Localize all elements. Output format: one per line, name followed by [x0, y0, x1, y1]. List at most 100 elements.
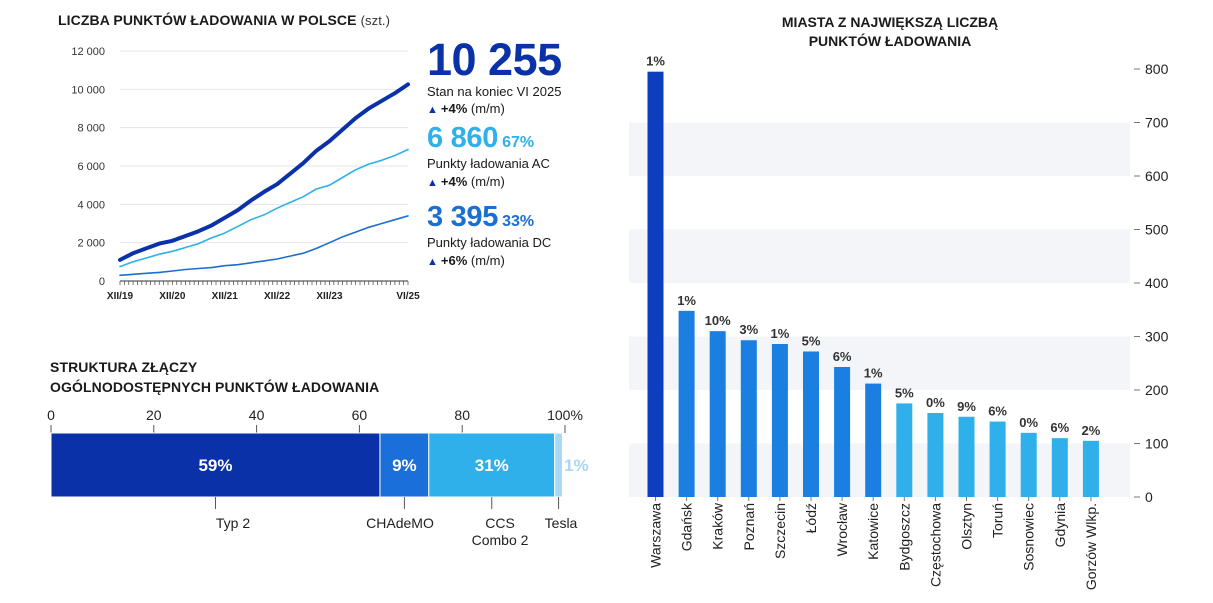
city-name-label: Olsztyn: [959, 503, 975, 550]
series-line-2: [119, 215, 409, 277]
city-name-label: Wrocław: [834, 502, 850, 556]
stack-segment: [379, 432, 430, 498]
city-bar: [803, 351, 819, 497]
city-name-label: Szczecin: [772, 503, 788, 559]
bar-chart-title: MIASTA Z NAJWIĘKSZĄ LICZBĄ PUNKTÓW ŁADOW…: [720, 13, 1060, 51]
dc-change-unit: (m/m): [470, 253, 505, 268]
series-line-1: [119, 148, 409, 268]
city-bar-label: 10%: [705, 313, 731, 328]
y-tick-label: 300: [1145, 329, 1169, 345]
city-bar: [896, 403, 913, 497]
y-tick-label: 200: [1145, 382, 1169, 398]
legend-label: CCS: [485, 515, 515, 531]
city-bar-label: 1%: [864, 366, 883, 381]
y-tick-label: 400: [1145, 275, 1169, 291]
city-bar: [834, 366, 851, 497]
stack-segment-label: 1%: [564, 456, 589, 475]
total-label: Stan na koniec VI 2025: [427, 84, 562, 99]
y-tick-label: 4 000: [77, 199, 105, 211]
total-change-unit: (m/m): [470, 101, 505, 116]
ac-value: 6 860: [427, 122, 499, 154]
y-tick-label: 12 000: [71, 46, 105, 58]
city-name-label: Warszawa: [648, 503, 664, 568]
city-bar: [678, 310, 695, 497]
city-bar-label: 0%: [1019, 415, 1038, 430]
line-chart-title: LICZBA PUNKTÓW ŁADOWANIA W POLSCE (szt.): [58, 12, 390, 28]
stack-tick-label: 60: [352, 407, 368, 423]
total-stat: 10 255 Stan na koniec VI 2025 ▲ +4% (m/m): [427, 37, 562, 116]
city-bar: [647, 71, 664, 498]
y-tick-label: 0: [1145, 489, 1153, 505]
dc-value: 3 395: [427, 201, 499, 233]
total-change-value: +4%: [440, 101, 468, 116]
dc-change-value: +6%: [440, 253, 468, 268]
dc-label: Punkty ładowania DC: [427, 235, 552, 250]
stack-tick-label: 80: [454, 407, 470, 423]
x-tick-label: XII/19: [107, 291, 134, 302]
total-change: ▲ +4% (m/m): [427, 102, 562, 116]
city-bar-label: 1%: [646, 54, 665, 69]
bar-title-line2: PUNKTÓW ŁADOWANIA: [808, 33, 972, 49]
city-name-label: Łódź: [803, 503, 819, 533]
up-triangle-icon: ▲: [427, 256, 438, 268]
city-bar: [989, 421, 1006, 497]
y-tick-label: 2 000: [77, 238, 105, 250]
background-band: [629, 229, 1130, 283]
city-bar-label: 1%: [677, 293, 696, 308]
city-name-label: Gorzów Wlkp.: [1083, 503, 1099, 590]
ac-share: 67%: [502, 134, 535, 151]
y-tick-label: 500: [1145, 222, 1169, 238]
city-name-label: Kraków: [710, 502, 726, 550]
up-triangle-icon: ▲: [427, 177, 438, 189]
city-bar: [958, 416, 975, 497]
stack-title-line2: OGÓLNODOSTĘPNYCH PUNKTÓW ŁADOWANIA: [50, 379, 380, 395]
stack-segment: [428, 432, 556, 498]
ac-change-value: +4%: [440, 174, 468, 189]
city-bar: [771, 343, 788, 497]
city-name-label: Częstochowa: [927, 503, 943, 587]
legend-label: Tesla: [545, 515, 578, 531]
y-tick-label: 0: [99, 276, 105, 288]
city-bar: [865, 383, 882, 497]
city-name-label: Katowice: [865, 503, 881, 560]
legend-label: Typ 2: [216, 515, 250, 531]
city-bar-label: 0%: [926, 395, 945, 410]
city-name-label: Gdynia: [1052, 503, 1068, 548]
city-name-label: Sosnowiec: [1021, 503, 1037, 571]
city-bar: [927, 413, 944, 497]
dc-stat: 3 395 33% Punkty ładowania DC ▲ +6% (m/m): [427, 203, 551, 268]
total-value: 10 255: [427, 34, 562, 85]
dc-change: ▲ +6% (m/m): [427, 254, 551, 268]
y-tick-label: 800: [1145, 61, 1169, 77]
y-tick-label: 10 000: [71, 84, 105, 96]
line-chart-title-text: LICZBA PUNKTÓW ŁADOWANIA W POLSCE: [58, 12, 357, 28]
dc-share: 33%: [502, 213, 535, 230]
city-bar-label: 6%: [988, 404, 1007, 419]
city-bar-label: 1%: [771, 326, 790, 341]
ac-stat: 6 860 67% Punkty ładowania AC ▲ +4% (m/m): [427, 124, 550, 189]
y-tick-label: 100: [1145, 436, 1169, 452]
city-bar-label: 2%: [1082, 423, 1101, 438]
ac-change: ▲ +4% (m/m): [427, 175, 550, 189]
background-band: [629, 336, 1130, 390]
x-tick-label: XII/20: [159, 291, 186, 302]
city-bar-label: 6%: [833, 349, 852, 364]
stack-tick-label: 100%: [547, 407, 583, 423]
city-bar: [709, 331, 726, 497]
stack-segment-label: 9%: [392, 456, 417, 475]
stack-tick-label: 20: [146, 407, 162, 423]
legend-label: Combo 2: [472, 532, 529, 548]
city-bar: [1020, 432, 1037, 497]
stack-tick-label: 0: [47, 407, 55, 423]
stack-segment: [554, 432, 563, 498]
city-name-label: Gdańsk: [679, 502, 695, 551]
stack-tick-label: 40: [249, 407, 265, 423]
stacked-bar-chart: 0 20 40 60 80 100% 59% 9% 31% 1% Typ 2 CHAdeMO CCSCo…: [47, 407, 589, 548]
city-bar: [1082, 440, 1099, 497]
city-bar: [1051, 438, 1068, 497]
line-chart: 0 2 000 4 000 6 000 8 000 10 000 12 000 XII/19 X…: [71, 46, 420, 302]
stack-chart-title: STRUKTURA ZŁĄCZY OGÓLNODOSTĘPNYCH PUNKTÓ…: [50, 357, 379, 397]
x-tick-label: XII/23: [316, 291, 343, 302]
y-tick-label: 700: [1145, 115, 1169, 131]
background-band: [629, 122, 1130, 176]
